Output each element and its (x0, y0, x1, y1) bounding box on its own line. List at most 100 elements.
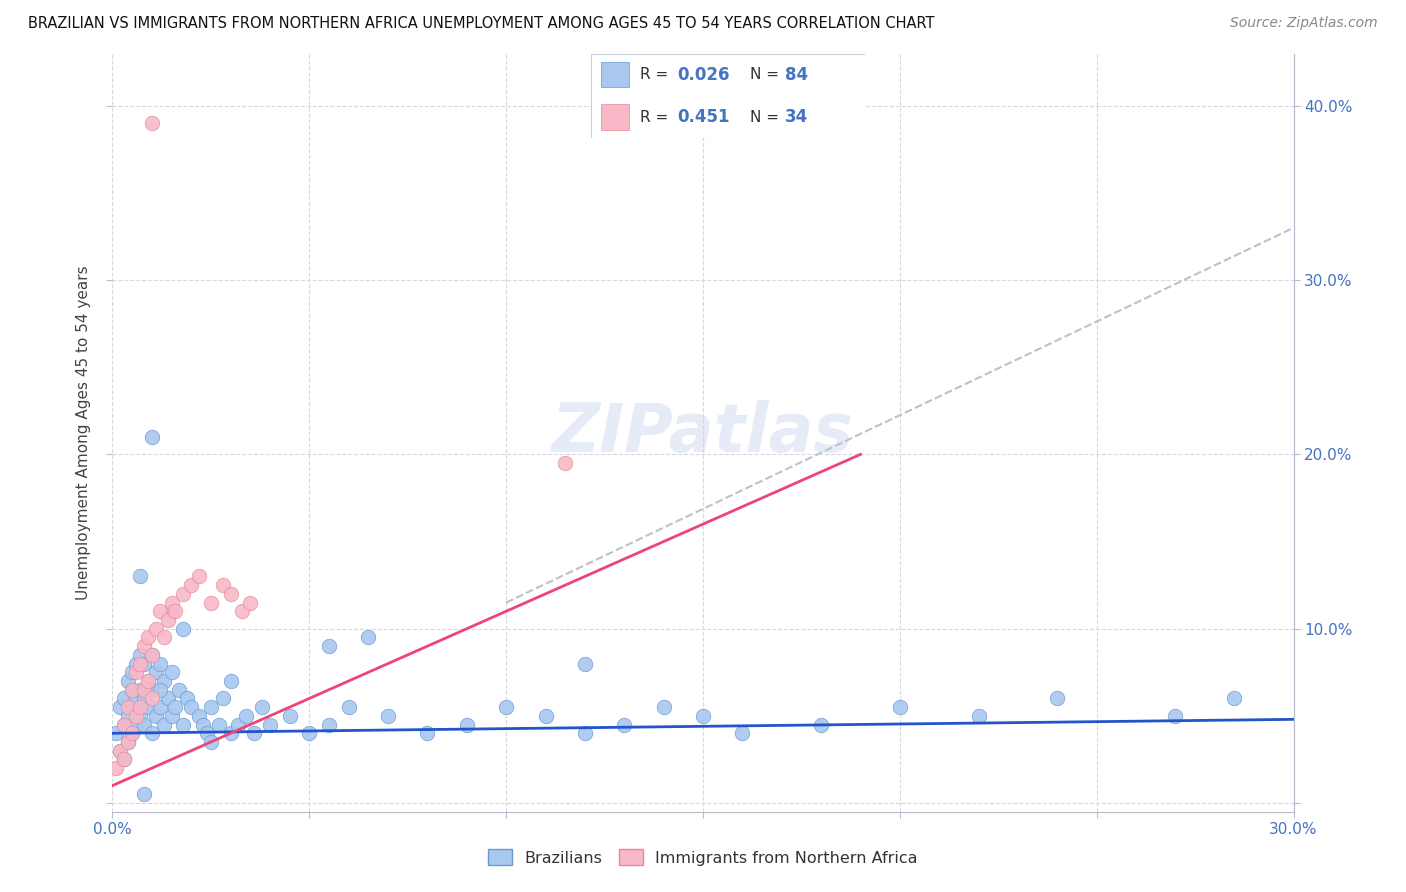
Point (165, 700, 187, 714)
Point (152, 673, 174, 688)
Point (132, 682, 155, 697)
Point (121, 665, 143, 680)
Point (149, 700, 172, 714)
Point (125, 717, 148, 731)
Point (195, 726, 218, 740)
Point (235, 709, 257, 723)
Point (377, 709, 399, 723)
Point (156, 691, 179, 706)
Point (228, 717, 250, 731)
Point (357, 631, 380, 645)
Point (219, 673, 242, 688)
Point (152, 717, 174, 731)
Point (141, 116, 163, 130)
Point (172, 587, 194, 601)
Point (117, 709, 139, 723)
Bar (602, 62, 628, 87)
Point (129, 709, 152, 723)
Point (149, 657, 172, 671)
Point (810, 717, 832, 731)
Point (318, 639, 340, 653)
Point (136, 700, 159, 714)
Point (574, 657, 596, 671)
Point (121, 682, 143, 697)
Point (129, 700, 152, 714)
Point (318, 717, 340, 731)
Point (731, 726, 754, 740)
Point (132, 639, 155, 653)
Point (145, 622, 167, 636)
Point (219, 726, 242, 740)
Point (160, 596, 183, 610)
Text: 84: 84 (785, 66, 808, 84)
Point (1223, 691, 1246, 706)
Text: 0.026: 0.026 (676, 66, 730, 84)
Point (121, 682, 143, 697)
Point (145, 709, 167, 723)
Point (136, 673, 159, 688)
Point (160, 665, 183, 680)
Point (110, 744, 132, 758)
Point (125, 665, 148, 680)
Point (105, 726, 128, 740)
Point (129, 682, 152, 697)
Text: ZIPatlas: ZIPatlas (553, 400, 853, 466)
Point (239, 596, 262, 610)
Point (176, 691, 198, 706)
Point (121, 726, 143, 740)
FancyBboxPatch shape (591, 54, 865, 138)
Point (652, 700, 675, 714)
Point (180, 700, 202, 714)
Text: BRAZILIAN VS IMMIGRANTS FROM NORTHERN AFRICA UNEMPLOYMENT AMONG AGES 45 TO 54 YE: BRAZILIAN VS IMMIGRANTS FROM NORTHERN AF… (28, 16, 935, 31)
Point (574, 726, 596, 740)
Point (889, 700, 911, 714)
Point (129, 657, 152, 671)
Point (152, 631, 174, 645)
Text: Source: ZipAtlas.com: Source: ZipAtlas.com (1230, 16, 1378, 30)
Point (692, 709, 714, 723)
Point (121, 726, 143, 740)
Point (967, 709, 990, 723)
Point (1164, 709, 1187, 723)
Point (132, 717, 155, 731)
Text: R =: R = (640, 67, 673, 82)
Text: R =: R = (640, 110, 673, 125)
Bar (602, 104, 628, 130)
Text: 34: 34 (785, 108, 808, 126)
Point (243, 726, 266, 740)
Point (136, 673, 159, 688)
Point (534, 709, 557, 723)
Point (188, 709, 211, 723)
Text: 0.451: 0.451 (676, 108, 730, 126)
Point (112, 752, 135, 766)
Point (136, 631, 159, 645)
Point (141, 648, 163, 662)
Point (121, 700, 143, 714)
Point (110, 700, 132, 714)
Point (416, 726, 439, 740)
Point (180, 578, 202, 592)
Y-axis label: Unemployment Among Ages 45 to 54 years: Unemployment Among Ages 45 to 54 years (76, 265, 91, 600)
Point (278, 709, 301, 723)
Point (125, 657, 148, 671)
Point (112, 752, 135, 766)
Point (231, 604, 253, 618)
Point (160, 604, 183, 618)
Point (298, 726, 321, 740)
Point (141, 726, 163, 740)
Point (456, 717, 478, 731)
Point (200, 735, 222, 749)
Point (132, 657, 155, 671)
Point (165, 604, 187, 618)
Point (188, 569, 211, 583)
Point (129, 648, 152, 662)
Point (141, 691, 163, 706)
Point (125, 691, 148, 706)
Point (105, 761, 128, 775)
Point (117, 700, 139, 714)
Point (117, 735, 139, 749)
Point (125, 709, 148, 723)
Text: N =: N = (749, 110, 783, 125)
Point (132, 787, 155, 801)
Point (200, 700, 222, 714)
